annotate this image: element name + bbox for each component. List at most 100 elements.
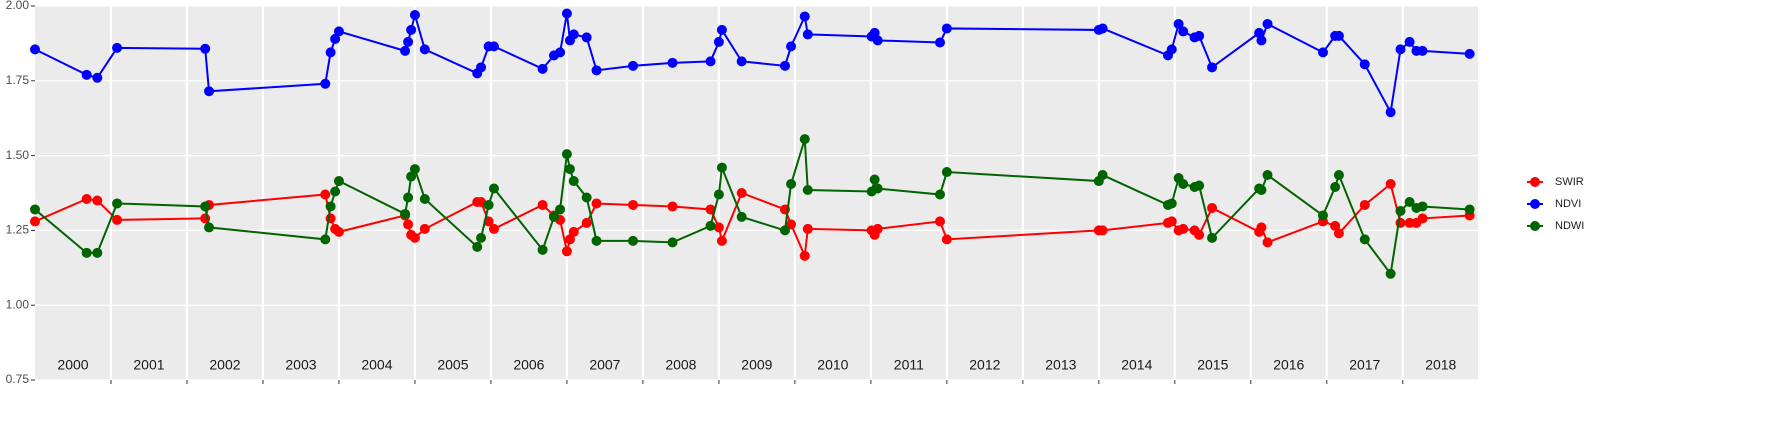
point: [581, 217, 592, 228]
point: [1194, 30, 1205, 41]
point: [555, 204, 566, 215]
point: [1404, 196, 1415, 207]
point: [1194, 180, 1205, 191]
year-label: 2006: [513, 357, 544, 373]
point: [1178, 26, 1189, 37]
point: [564, 234, 575, 245]
point: [628, 235, 639, 246]
point: [403, 192, 414, 203]
point: [561, 149, 572, 160]
point: [1395, 44, 1406, 55]
point: [869, 174, 880, 185]
point: [667, 237, 678, 248]
point: [705, 204, 716, 215]
point: [200, 43, 211, 54]
year-label: 2016: [1273, 357, 1304, 373]
y-tick-label: 1.75: [6, 73, 30, 87]
point: [476, 232, 487, 243]
point: [406, 171, 417, 182]
point: [941, 23, 952, 34]
point: [581, 192, 592, 203]
point: [419, 44, 430, 55]
point: [30, 216, 40, 227]
point: [325, 47, 336, 58]
point: [802, 29, 813, 40]
point: [333, 26, 344, 37]
legend-key-point: [1530, 177, 1540, 187]
point: [406, 24, 417, 35]
point: [869, 27, 880, 38]
point: [112, 42, 123, 53]
point: [1166, 198, 1177, 209]
point: [333, 176, 344, 187]
point: [403, 36, 414, 47]
point: [1207, 62, 1218, 73]
point: [799, 250, 810, 261]
point: [941, 167, 952, 178]
point: [568, 226, 579, 237]
year-label: 2002: [209, 357, 240, 373]
point: [30, 44, 40, 55]
point: [1178, 179, 1189, 190]
point: [92, 247, 103, 258]
point: [667, 201, 678, 212]
point: [705, 56, 716, 67]
point: [564, 164, 575, 175]
year-label: 2017: [1349, 357, 1380, 373]
point: [488, 41, 499, 52]
point: [1256, 185, 1267, 196]
point: [400, 45, 411, 56]
point: [1404, 36, 1415, 47]
point: [779, 60, 790, 71]
point: [713, 222, 724, 233]
y-tick-label: 1.00: [6, 297, 30, 311]
point: [561, 246, 572, 257]
point: [1166, 216, 1177, 227]
point: [736, 211, 747, 222]
y-tick-label: 1.25: [6, 223, 30, 237]
point: [1385, 179, 1396, 190]
legend-label: SWIR: [1555, 176, 1584, 188]
point: [1262, 170, 1273, 181]
point: [716, 24, 727, 35]
point: [802, 223, 813, 234]
point: [1417, 213, 1428, 224]
year-label: 2013: [1045, 357, 1076, 373]
year-label: 2007: [589, 357, 620, 373]
point: [409, 232, 420, 243]
year-label: 2005: [437, 357, 468, 373]
point: [1178, 223, 1189, 234]
point: [568, 176, 579, 187]
point: [1317, 47, 1328, 58]
point: [1173, 18, 1184, 29]
point: [320, 189, 331, 200]
point: [81, 193, 92, 204]
point: [568, 29, 579, 40]
year-label: 2008: [665, 357, 696, 373]
point: [555, 47, 566, 58]
year-label: 2004: [361, 357, 392, 373]
point: [200, 201, 211, 212]
point: [786, 179, 797, 190]
point: [1395, 205, 1406, 216]
point: [1097, 225, 1108, 236]
point: [705, 220, 716, 231]
point: [1417, 45, 1428, 56]
legend-key-point: [1530, 221, 1540, 231]
point: [81, 247, 92, 258]
point: [591, 65, 602, 76]
point: [488, 223, 499, 234]
year-label: 2014: [1121, 357, 1152, 373]
point: [1207, 232, 1218, 243]
point: [628, 60, 639, 71]
point: [1417, 201, 1428, 212]
year-label: 2018: [1425, 357, 1456, 373]
point: [1097, 23, 1108, 34]
point: [488, 183, 499, 194]
point: [1333, 170, 1344, 181]
point: [713, 189, 724, 200]
year-label: 2012: [969, 357, 1000, 373]
point: [537, 63, 548, 74]
point: [409, 9, 420, 20]
